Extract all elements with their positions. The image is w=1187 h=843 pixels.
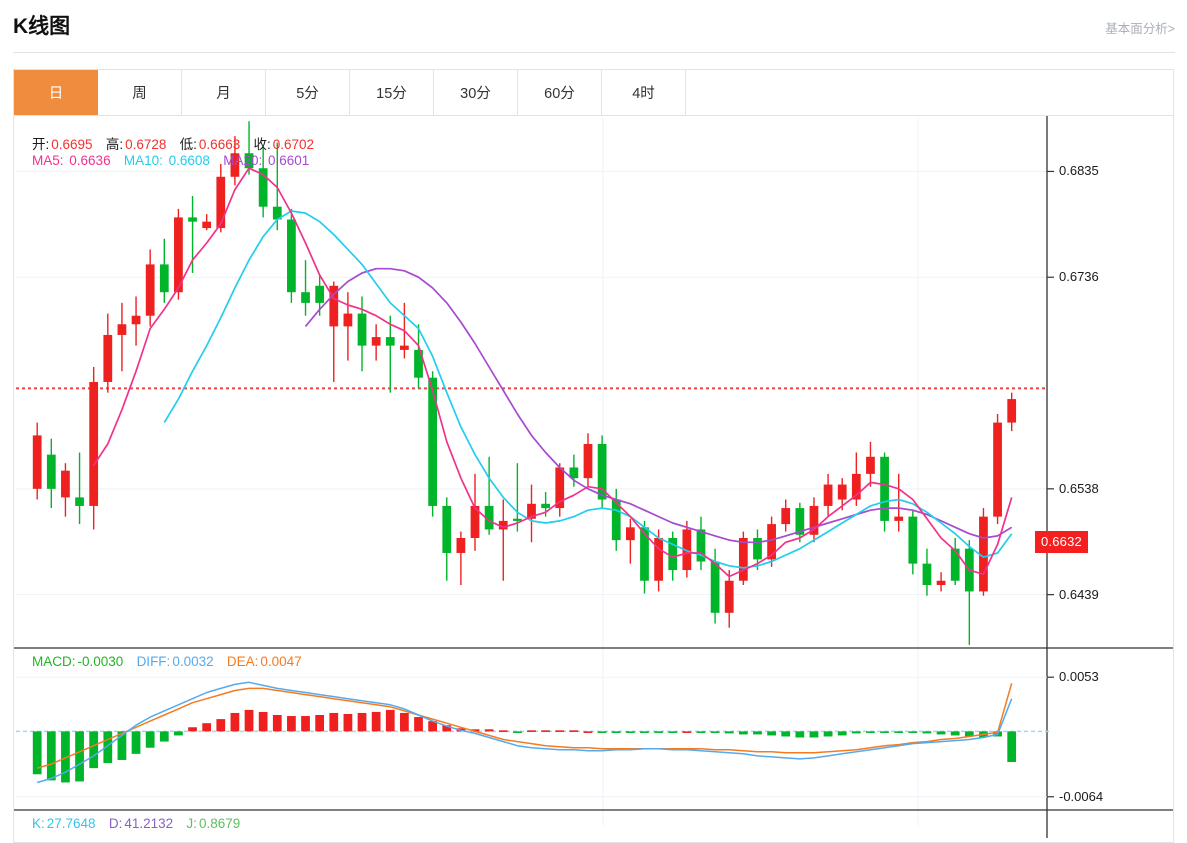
tab-5[interactable]: 30分	[434, 70, 518, 115]
tab-6[interactable]: 60分	[518, 70, 602, 115]
tab-label: 30分	[460, 86, 491, 102]
timeframe-tabbar: 日 周 月 5分 15分 30分 60分 4时	[13, 69, 1174, 116]
kline-chart-canvas[interactable]	[14, 116, 1173, 842]
tab-label: 周	[132, 86, 147, 102]
tab-label: 日	[48, 86, 64, 102]
tab-0[interactable]: 日	[14, 70, 98, 115]
tab-label: 5分	[296, 86, 319, 102]
tab-4[interactable]: 15分	[350, 70, 434, 115]
tab-2[interactable]: 月	[182, 70, 266, 115]
tab-7[interactable]: 4时	[602, 70, 686, 115]
header-divider	[13, 52, 1175, 53]
tab-3[interactable]: 5分	[266, 70, 350, 115]
tab-1[interactable]: 周	[98, 70, 182, 115]
tab-label: 月	[216, 86, 231, 102]
tab-label: 60分	[544, 86, 575, 102]
page-title: K线图	[13, 15, 71, 38]
page-header: K线图 基本面分析>	[0, 0, 1187, 54]
tabbar-filler	[686, 70, 1173, 115]
chart-frame[interactable]: 开: 0.6695 高: 0.6728 低: 0.6663 收: 0.6702 MA5:…	[13, 116, 1174, 843]
tab-label: 4时	[632, 86, 655, 102]
fundamental-analysis-link[interactable]: 基本面分析>	[1105, 22, 1175, 36]
tab-label: 15分	[376, 86, 407, 102]
